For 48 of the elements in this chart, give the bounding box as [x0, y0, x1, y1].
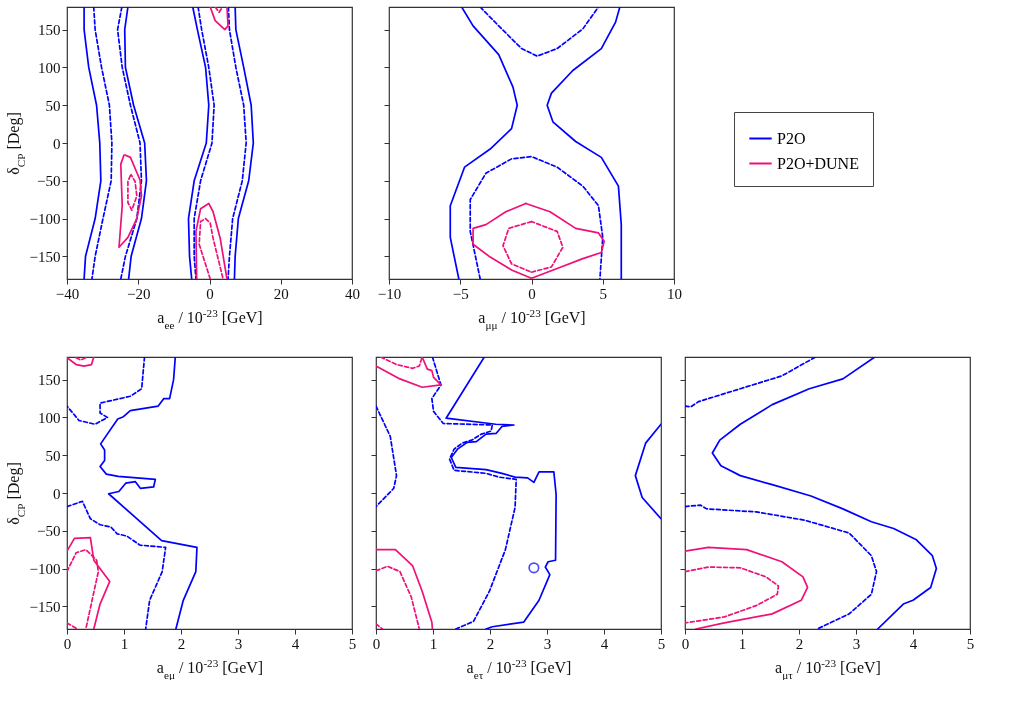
y-tick-label: 150: [38, 372, 61, 389]
y-tick-label: 0: [53, 485, 61, 502]
y-tick-label: −100: [29, 561, 61, 578]
x-tick-label: 3: [234, 635, 243, 652]
x-tick-label: 10: [667, 285, 682, 302]
x-axis-title: a$_{μμ}$ / 10$^{-23}$ [GeV]: [478, 306, 586, 331]
x-tick-label: 0: [372, 635, 381, 652]
x-tick-label: 1: [120, 635, 129, 652]
x-tick-label: 20: [273, 285, 289, 302]
x-tick-label: 2: [486, 635, 495, 652]
x-tick-label: −20: [127, 285, 151, 302]
x-tick-label: 0: [528, 285, 536, 302]
x-tick-label: 5: [966, 635, 975, 652]
y-tick-label: −100: [29, 211, 61, 228]
x-tick-label: 3: [852, 635, 861, 652]
y-tick-label: 100: [38, 409, 61, 426]
y-tick-label: 150: [38, 22, 61, 39]
x-tick-label: 1: [738, 635, 747, 652]
legend-label: P2O+DUNE: [777, 154, 859, 172]
x-tick-label: 5: [657, 635, 666, 652]
x-tick-label: 3: [543, 635, 552, 652]
y-tick-label: −50: [37, 173, 61, 190]
x-tick-label: 5: [599, 285, 607, 302]
x-axis-title: a$_{ee}$ / 10$^{-23}$ [GeV]: [157, 306, 263, 331]
y-tick-label: −150: [29, 248, 61, 265]
x-tick-label: 0: [681, 635, 690, 652]
x-tick-label: 5: [348, 635, 357, 652]
y-tick-label: 0: [53, 135, 61, 152]
x-tick-label: 40: [345, 285, 360, 302]
x-tick-label: 4: [909, 635, 918, 652]
x-tick-label: 2: [177, 635, 186, 652]
x-tick-label: 4: [291, 635, 300, 652]
x-tick-label: 1: [429, 635, 438, 652]
x-tick-label: 4: [600, 635, 609, 652]
y-tick-label: 50: [45, 97, 61, 114]
x-axis-title: a$_{eτ}$ / 10$^{-23}$ [GeV]: [466, 656, 572, 681]
y-tick-label: −150: [29, 598, 61, 615]
x-tick-label: −40: [55, 285, 80, 302]
x-axis-title: a$_{μτ}$ / 10$^{-23}$ [GeV]: [775, 656, 881, 681]
y-tick-label: 100: [38, 59, 61, 76]
x-tick-label: 2: [795, 635, 804, 652]
y-tick-label: 50: [45, 447, 61, 464]
x-tick-label: −10: [377, 285, 402, 302]
legend-label: P2O: [777, 129, 806, 147]
x-axis-title: a$_{eμ}$ / 10$^{-23}$ [GeV]: [156, 656, 264, 681]
x-tick-label: 0: [206, 285, 214, 302]
x-tick-label: −5: [452, 285, 469, 302]
y-tick-label: −50: [37, 523, 61, 540]
